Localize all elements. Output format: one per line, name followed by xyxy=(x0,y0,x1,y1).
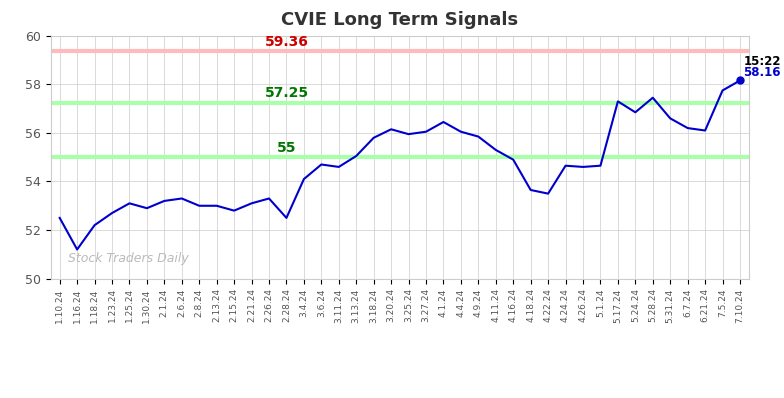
Text: 59.36: 59.36 xyxy=(264,35,308,49)
Title: CVIE Long Term Signals: CVIE Long Term Signals xyxy=(281,11,518,29)
Text: Stock Traders Daily: Stock Traders Daily xyxy=(68,252,189,265)
Text: 58.16: 58.16 xyxy=(743,66,781,79)
Text: 57.25: 57.25 xyxy=(264,86,309,100)
Text: 55: 55 xyxy=(277,141,296,155)
Text: 15:22: 15:22 xyxy=(743,55,781,68)
